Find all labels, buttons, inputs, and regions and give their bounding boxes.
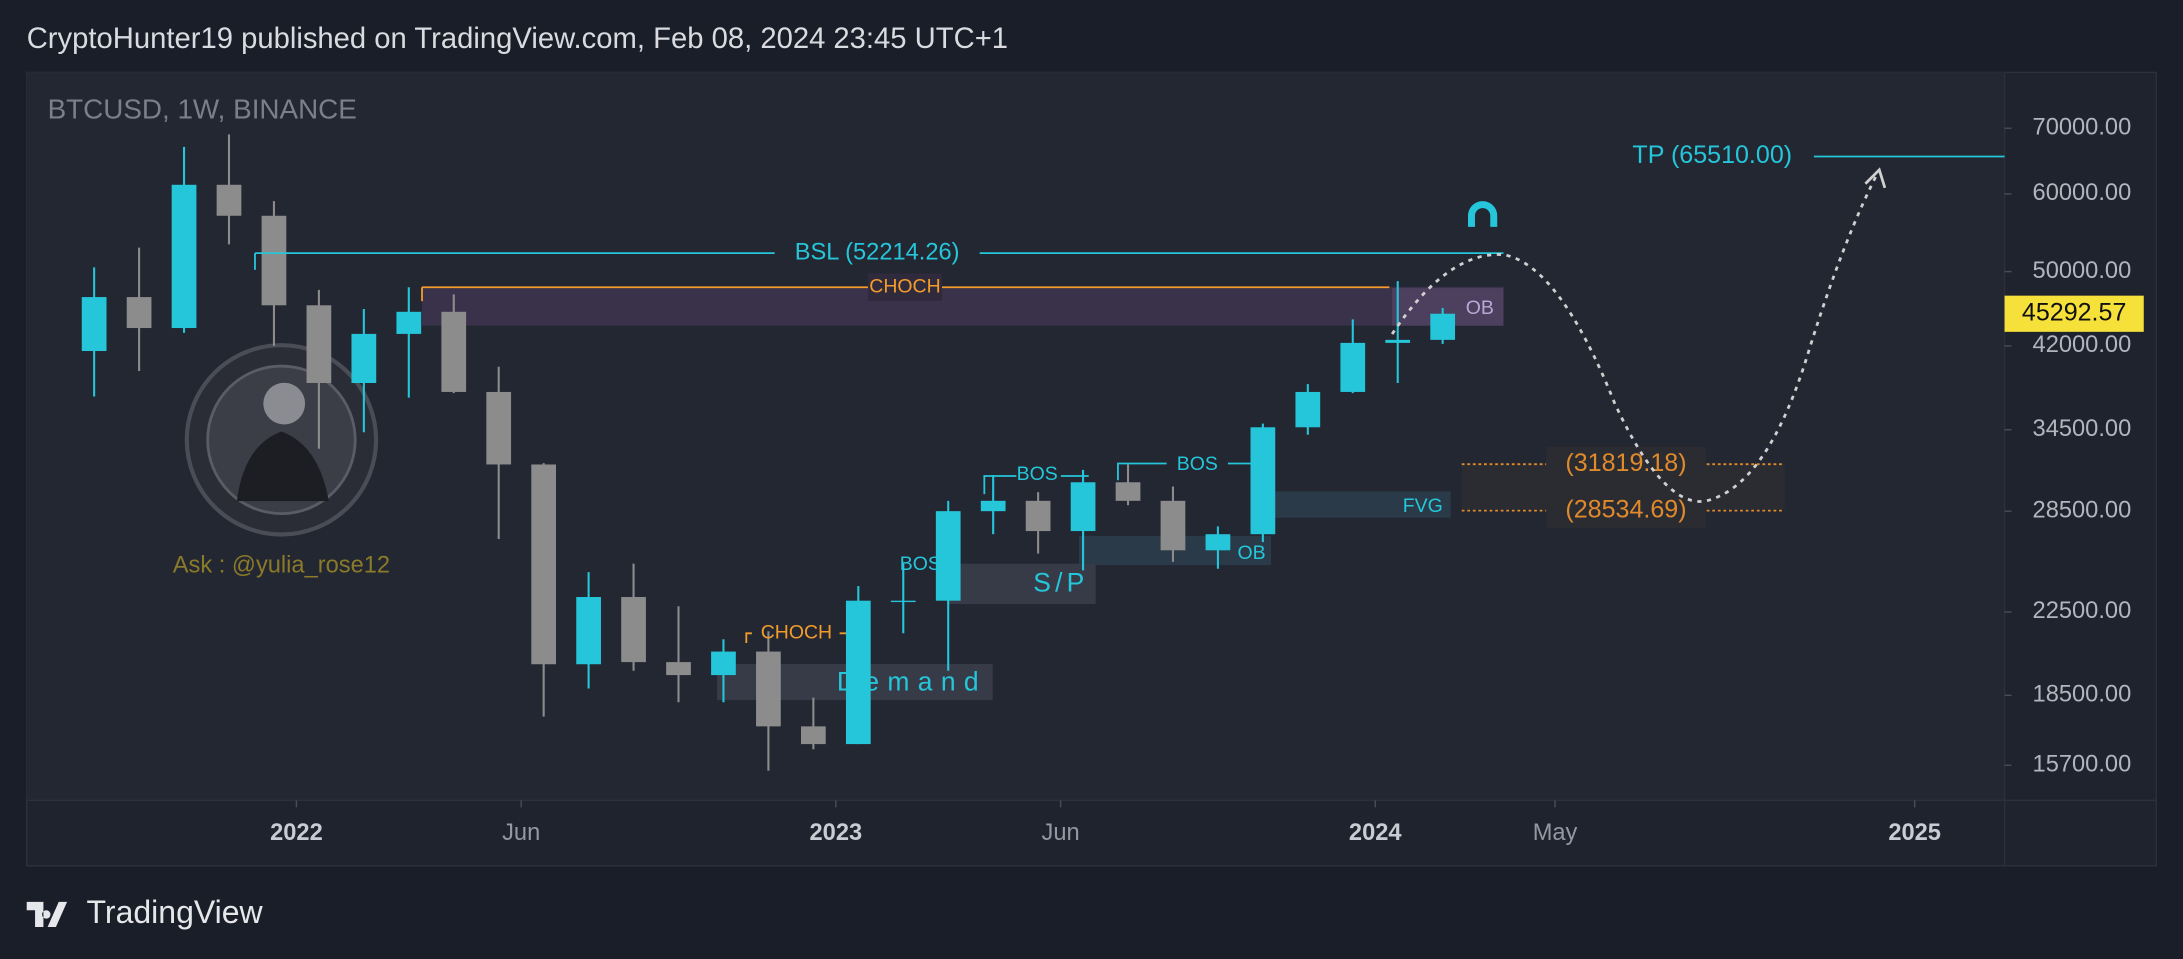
level-label-bg	[867, 273, 943, 301]
candle-body	[351, 333, 377, 383]
magnet-icon	[1468, 201, 1498, 227]
candle-body	[576, 597, 601, 665]
bos-label: BOS	[1017, 463, 1058, 485]
candles	[81, 134, 1456, 771]
candle-body	[441, 311, 467, 392]
x-tick-label: Jun	[502, 820, 540, 846]
level-label-bg	[1546, 446, 1706, 482]
level-label: (31819.18)	[1565, 449, 1686, 477]
candle-body	[1385, 339, 1411, 343]
y-tick-label: 60000.00	[2033, 180, 2132, 206]
choch-zone	[422, 286, 1504, 326]
publisher: CryptoHunter19 published on TradingView.…	[27, 23, 1008, 55]
fvg-label: FVG	[1403, 495, 1443, 517]
candle-body	[666, 662, 691, 676]
candle-body	[126, 297, 152, 329]
y-tick-label: 42000.00	[2033, 332, 2132, 358]
bos-label: BOS	[900, 553, 941, 575]
sp-label: S/P	[1033, 568, 1088, 598]
axes: 15700.00 18500.00 22500.00 28500.00 34500.00…	[270, 114, 2144, 846]
level-label: BSL (52214.26)	[795, 239, 960, 265]
demand-label: Demand	[837, 666, 987, 696]
choch-line	[745, 632, 752, 644]
candle-body	[756, 651, 781, 727]
x-tick-label: 2025	[1888, 820, 1941, 846]
candle-body	[81, 297, 107, 352]
candle-body	[171, 184, 197, 329]
symbol: BTCUSD, 1W, BINANCE	[48, 94, 357, 125]
bos-line	[1117, 462, 1167, 481]
x-tick-label: 2023	[810, 820, 863, 846]
level-label: CHOCH	[869, 275, 940, 297]
candle-body	[486, 391, 512, 465]
choch-label: CHOCH	[761, 621, 832, 643]
y-tick-label: 70000.00	[2033, 114, 2132, 140]
x-tick-label: May	[1533, 820, 1578, 846]
y-tick-label: 50000.00	[2033, 258, 2132, 284]
candle-body	[261, 215, 287, 306]
candle-body	[1295, 391, 1321, 428]
candle-body	[1430, 313, 1456, 340]
candle-body	[1160, 500, 1186, 551]
candle-body	[531, 464, 557, 665]
candle-body	[1025, 500, 1051, 532]
logo-mark	[26, 901, 68, 927]
y-tick-label: 34500.00	[2033, 416, 2132, 442]
level-label-bg	[1546, 493, 1706, 529]
watermark: Ask : @yulia_rose12	[173, 553, 390, 579]
levels: TP (65510.00) BSL (52214.26) CHOCH (31819.1…	[254, 141, 2005, 529]
level-label: (28534.69)	[1565, 495, 1686, 523]
ob-label: OB	[1466, 297, 1494, 319]
candle-body	[980, 500, 1006, 512]
bos-line	[983, 475, 1017, 495]
x-tick-label: 2024	[1349, 820, 1402, 846]
candle-body	[801, 726, 826, 745]
avatar-head	[263, 382, 306, 425]
price-tag	[2004, 295, 2144, 332]
candle-body	[1070, 482, 1096, 532]
fvg-zone	[1266, 491, 1451, 518]
price-tag-label: 45292.57	[2022, 298, 2126, 326]
level-label-bg	[774, 236, 980, 270]
x-tick-label: 2022	[270, 820, 323, 846]
candle-body	[1250, 427, 1276, 535]
bos-label: BOS	[1177, 453, 1218, 475]
candle-body	[711, 651, 736, 676]
candle-body	[1205, 534, 1231, 551]
footer-brand: TradingView	[87, 894, 264, 930]
level-label: TP (65510.00)	[1632, 141, 1792, 169]
y-tick-label: 22500.00	[2033, 598, 2132, 624]
avatar-figure	[236, 431, 329, 502]
ob-label: OB	[1237, 542, 1265, 564]
projection-path	[1390, 169, 1881, 503]
sp-zone	[946, 563, 1096, 605]
candle-body	[621, 597, 646, 663]
candle-body	[1340, 342, 1366, 392]
avatar	[184, 343, 379, 537]
logo: TradingView	[26, 894, 264, 930]
candle-body	[890, 600, 916, 603]
y-tick-label: 15700.00	[2033, 752, 2132, 778]
candle-body	[935, 511, 961, 601]
x-tick-label: Jun	[1042, 820, 1080, 846]
projection-arrow	[1864, 167, 1887, 189]
candle-body	[845, 600, 871, 745]
candle-body	[1115, 482, 1141, 501]
candle-body	[396, 311, 422, 334]
y-tick-label: 28500.00	[2033, 497, 2132, 523]
y-tick-label: 18500.00	[2033, 682, 2132, 708]
candle-body	[306, 305, 332, 383]
candle-body	[216, 184, 242, 216]
